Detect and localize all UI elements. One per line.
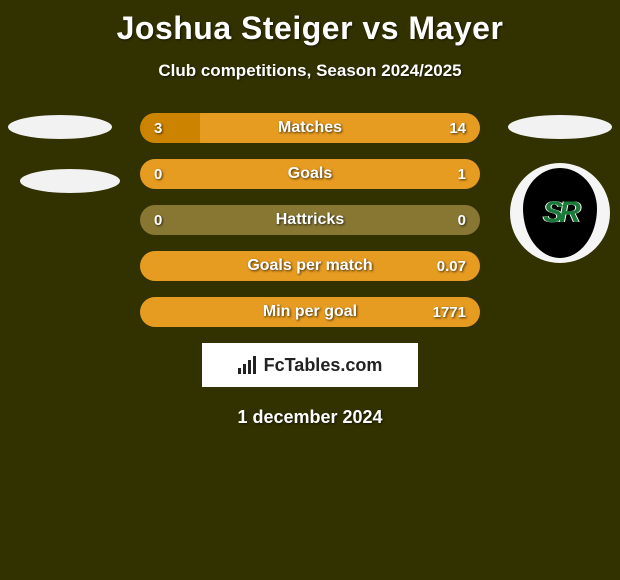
stat-value-right: 14 (449, 113, 466, 143)
stat-row: Goals per match0.07 (140, 251, 480, 281)
stat-value-left: 0 (154, 205, 162, 235)
stat-value-left: 3 (154, 113, 162, 143)
club-monogram: SR (543, 196, 577, 230)
stat-bars: Matches314Goals01Hattricks00Goals per ma… (140, 113, 480, 327)
page-title: Joshua Steiger vs Mayer (0, 0, 620, 47)
stat-label: Goals (140, 159, 480, 189)
footer-brand-text: FcTables.com (264, 355, 383, 376)
stat-value-right: 0 (458, 205, 466, 235)
comparison-content: SR Matches314Goals01Hattricks00Goals per… (0, 113, 620, 327)
player2-club-logo: SR (510, 163, 610, 263)
stat-row: Hattricks0 0 (140, 205, 480, 235)
subtitle: Club competitions, Season 2024/2025 (0, 61, 620, 81)
stat-value-right: 1771 (433, 297, 466, 327)
stat-row: Matches3 14 (140, 113, 480, 143)
stat-row: Goals0 1 (140, 159, 480, 189)
stat-row: Min per goal1771 (140, 297, 480, 327)
chart-icon (238, 356, 256, 374)
stat-label: Min per goal (140, 297, 480, 327)
stat-value-right: 0.07 (437, 251, 466, 281)
footer-brand: FcTables.com (202, 343, 418, 387)
player1-badge-2 (20, 169, 120, 193)
stat-value-right: 1 (458, 159, 466, 189)
stat-label: Hattricks (140, 205, 480, 235)
date: 1 december 2024 (0, 407, 620, 428)
player2-badge-1 (508, 115, 612, 139)
stat-label: Goals per match (140, 251, 480, 281)
player1-badge-1 (8, 115, 112, 139)
stat-value-left: 0 (154, 159, 162, 189)
club-logo-inner: SR (523, 168, 597, 258)
stat-label: Matches (140, 113, 480, 143)
